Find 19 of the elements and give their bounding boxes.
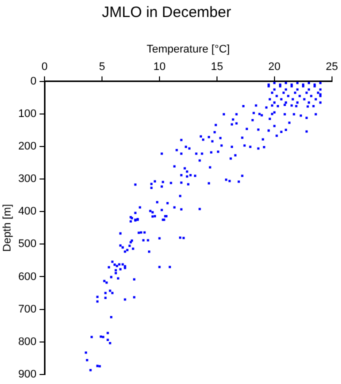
x-tick-label: 25 bbox=[326, 60, 338, 73]
y-axis-title: Depth [m] bbox=[2, 204, 14, 252]
x-tick-label: 15 bbox=[210, 60, 224, 73]
x-tick-label: 5 bbox=[98, 60, 106, 73]
x-axis-title: Temperature [°C] bbox=[146, 44, 230, 56]
chart-title: JMLO in December bbox=[102, 4, 232, 22]
y-tick-label: 700 bbox=[18, 303, 37, 316]
y-tick-label: 300 bbox=[18, 173, 37, 186]
y-tick-label: 100 bbox=[18, 108, 37, 120]
y-tick-label: 500 bbox=[18, 238, 37, 250]
y-tick-label: 900 bbox=[18, 368, 37, 380]
y-tick-label: 200 bbox=[18, 140, 37, 153]
x-tick-label: 0 bbox=[41, 60, 48, 73]
y-tick-label: 400 bbox=[18, 206, 37, 218]
x-tick-label: 10 bbox=[153, 60, 166, 73]
x-tick-label: 20 bbox=[268, 60, 281, 73]
y-tick-label: 600 bbox=[18, 270, 37, 283]
y-tick-label: 800 bbox=[18, 336, 37, 348]
y-tick-label: 0 bbox=[30, 75, 37, 88]
